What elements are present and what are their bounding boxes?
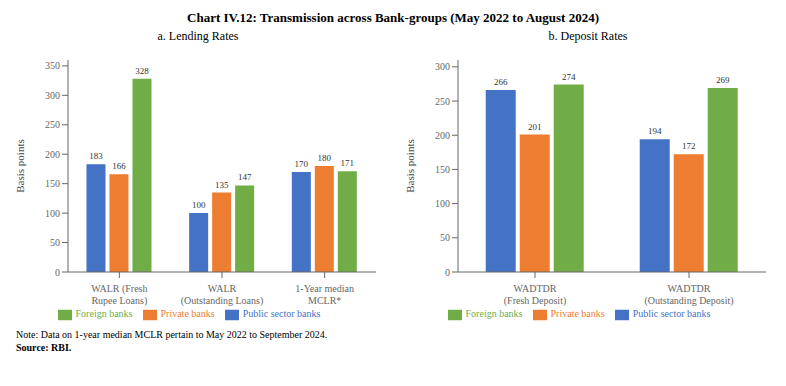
html-text:Chart IV.12: Transmission acro: Chart IV.12: Transmission across Bank-gr…	[187, 10, 599, 25]
svg-text:50: 50	[440, 232, 450, 243]
svg-text:200: 200	[435, 130, 450, 141]
svg-text:150: 150	[45, 178, 60, 189]
svg-text:328: 328	[135, 66, 149, 76]
svg-text:100: 100	[435, 198, 450, 209]
svg-text:201: 201	[528, 122, 542, 132]
svg-text:350: 350	[45, 60, 60, 71]
svg-text:194: 194	[648, 126, 662, 136]
svg-text:300: 300	[435, 61, 450, 72]
svg-text:WADTDR(Outstanding Deposit): WADTDR(Outstanding Deposit)	[644, 283, 733, 307]
svg-text:200: 200	[45, 149, 60, 160]
svg-text:250: 250	[45, 119, 60, 130]
svg-text:269: 269	[716, 75, 730, 85]
svg-text:WADTDR(Fresh Deposit): WADTDR(Fresh Deposit)	[504, 283, 567, 307]
svg-text:171: 171	[341, 158, 355, 168]
svg-text:183: 183	[89, 151, 103, 161]
html-text:Source: RBI.: Source: RBI.	[16, 342, 72, 353]
svg-text:100: 100	[192, 200, 206, 210]
html-text:a. Lending Rates: a. Lending Rates	[157, 29, 239, 43]
svg-text:0: 0	[445, 267, 450, 278]
svg-text:100: 100	[45, 208, 60, 219]
html-text:Private banks: Private banks	[160, 308, 215, 320]
svg-text:WALR (FreshRupee Loans): WALR (FreshRupee Loans)	[91, 283, 147, 307]
svg-text:172: 172	[682, 141, 696, 151]
svg-text:266: 266	[494, 77, 508, 87]
html-text:Foreign banks: Foreign banks	[75, 308, 133, 320]
html-text:Private banks: Private banks	[550, 308, 605, 320]
svg-text:1-Year medianMCLR*: 1-Year medianMCLR*	[295, 283, 354, 306]
svg-text:Basis points: Basis points	[14, 139, 26, 192]
svg-text:0: 0	[55, 267, 60, 278]
svg-text:WALR(Outstanding Loans): WALR(Outstanding Loans)	[181, 283, 264, 307]
svg-text:274: 274	[562, 72, 576, 82]
svg-text:147: 147	[238, 172, 252, 182]
svg-text:50: 50	[50, 237, 60, 248]
svg-text:300: 300	[45, 90, 60, 101]
svg-text:135: 135	[215, 180, 229, 190]
svg-text:180: 180	[318, 153, 332, 163]
svg-text:170: 170	[295, 159, 309, 169]
html-text:Public sector banks: Public sector banks	[242, 308, 321, 320]
svg-text:250: 250	[435, 96, 450, 107]
svg-text:150: 150	[435, 164, 450, 175]
svg-text:166: 166	[112, 161, 126, 171]
html-text:b. Deposit Rates: b. Deposit Rates	[548, 29, 628, 43]
html-text:Foreign banks: Foreign banks	[465, 308, 523, 320]
html-text:Note: Data on 1-year median MC: Note: Data on 1-year median MCLR pertain…	[16, 329, 328, 340]
html-text:Public sector banks: Public sector banks	[632, 308, 711, 320]
svg-text:Basis points: Basis points	[404, 139, 416, 192]
